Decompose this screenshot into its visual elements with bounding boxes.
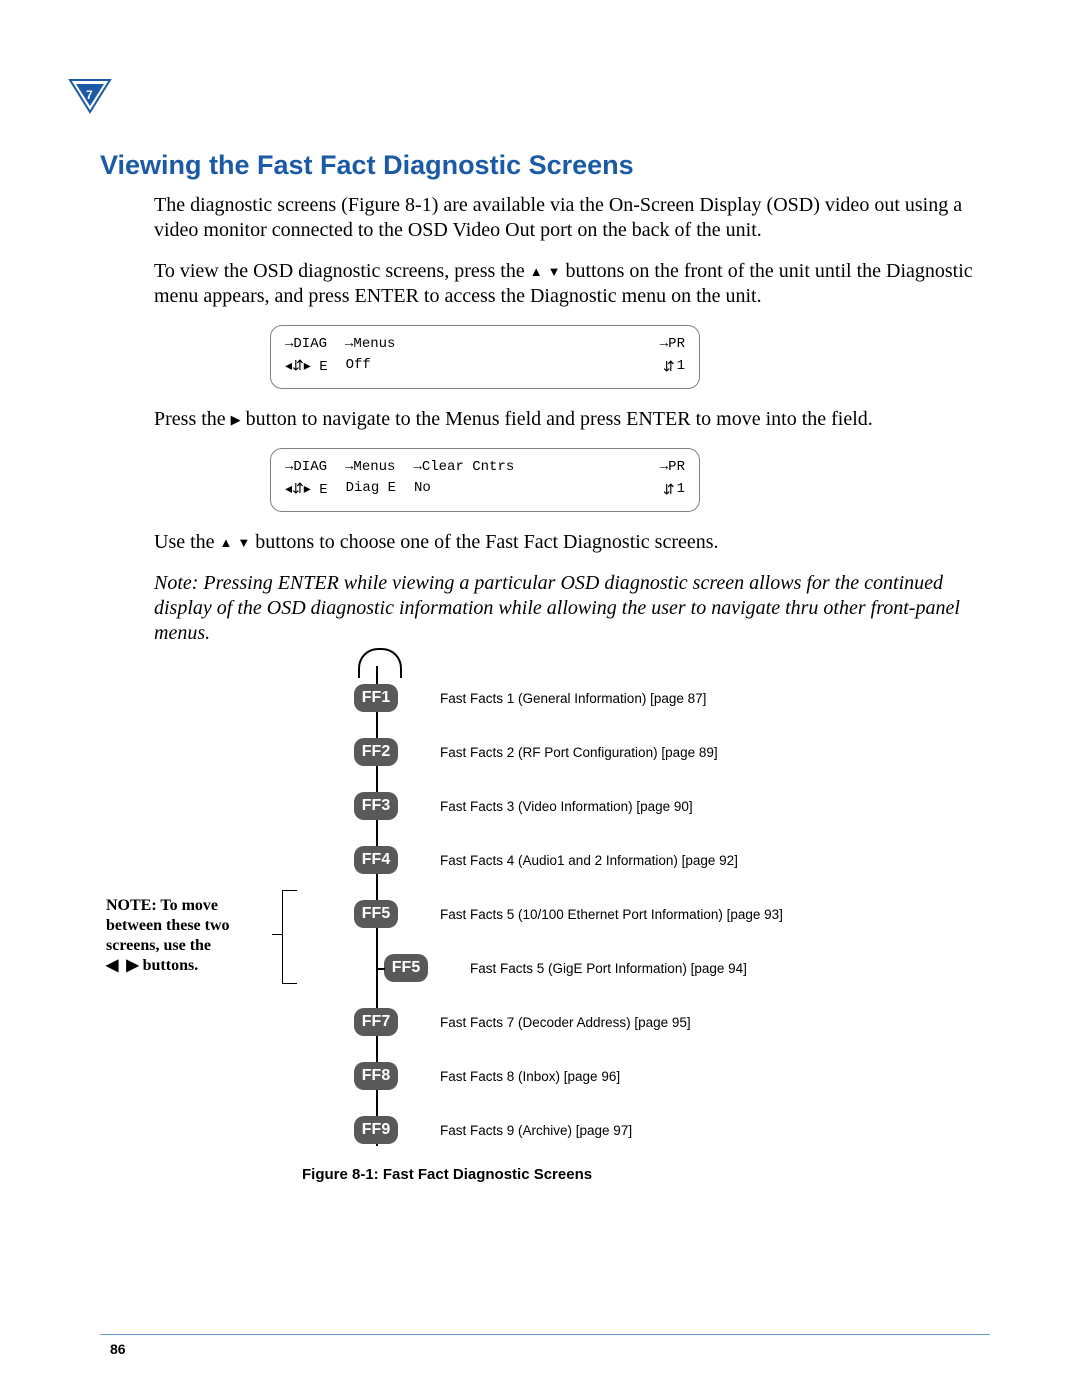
ff-label-0: Fast Facts 1 (General Information) [page…	[440, 691, 706, 706]
lcd1-r2-c2: Off	[346, 355, 371, 378]
figure-8-1: NOTE: To move between these two screens,…	[154, 666, 990, 1186]
lcd2-r1-c2: →Menus	[345, 457, 395, 478]
ff-label-4: Fast Facts 5 (10/100 Ethernet Port Infor…	[440, 907, 783, 922]
chapter-number: 7	[86, 88, 93, 102]
spine-cap	[358, 648, 402, 678]
lcd2-r2-c2: Diag E	[346, 478, 396, 501]
leftright-icon: ◂⇵▸	[285, 480, 311, 496]
right-icon: ▶	[231, 412, 241, 427]
side-note: NOTE: To move between these two screens,…	[106, 896, 276, 976]
lcd2-r1-right: →PR	[660, 457, 685, 478]
footer-rule	[100, 1334, 990, 1335]
ff-node-2: FF3	[354, 792, 398, 820]
lcd2-r1-c1: →DIAG	[285, 457, 327, 478]
updown-icon: ⇵	[663, 479, 675, 500]
ff-label-1: Fast Facts 2 (RF Port Configuration) [pa…	[440, 745, 718, 760]
ff-node-6: FF7	[354, 1008, 398, 1036]
ff-node-7: FF8	[354, 1062, 398, 1090]
ff-label-5: Fast Facts 5 (GigE Port Information) [pa…	[470, 961, 747, 976]
ff-label-2: Fast Facts 3 (Video Information) [page 9…	[440, 799, 693, 814]
updown-icon: ⇵	[663, 356, 675, 377]
down-icon: ▼	[237, 535, 250, 550]
paragraph-2: To view the OSD diagnostic screens, pres…	[154, 259, 990, 309]
lcd2-r2-c3: No	[414, 478, 431, 501]
ff-node-4: FF5	[354, 900, 398, 928]
ff-label-8: Fast Facts 9 (Archive) [page 97]	[440, 1123, 632, 1138]
right-icon: ▶	[126, 957, 138, 974]
down-icon: ▼	[548, 264, 561, 279]
paragraph-3: Press the ▶ button to navigate to the Me…	[154, 407, 990, 432]
bracket	[282, 890, 297, 984]
left-icon: ◀	[106, 957, 118, 974]
figure-caption: Figure 8-1: Fast Fact Diagnostic Screens	[302, 1166, 592, 1183]
ff-node-8: FF9	[354, 1116, 398, 1144]
ff-node-3: FF4	[354, 846, 398, 874]
paragraph-1: The diagnostic screens (Figure 8-1) are …	[154, 193, 990, 243]
lcd-display-1: →DIAG →Menus →PR ◂⇵▸ E Off ⇵1	[270, 325, 700, 389]
ff-label-7: Fast Facts 8 (Inbox) [page 96]	[440, 1069, 620, 1084]
up-icon: ▲	[220, 535, 233, 550]
bracket-tick	[272, 934, 282, 935]
lcd-display-2: →DIAG →Menus →Clear Cntrs →PR ◂⇵▸ E Diag…	[270, 448, 700, 512]
note-paragraph: Note: Pressing ENTER while viewing a par…	[154, 571, 990, 646]
ff-node-5: FF5	[384, 954, 428, 982]
up-icon: ▲	[530, 264, 543, 279]
ff-label-3: Fast Facts 4 (Audio1 and 2 Information) …	[440, 853, 738, 868]
page-number: 86	[110, 1341, 126, 1357]
branch-5	[377, 968, 385, 970]
lcd1-r1-c1: →DIAG	[285, 334, 327, 355]
lcd1-r1-right: →PR	[660, 334, 685, 355]
lcd1-r1-c2: →Menus	[345, 334, 395, 355]
paragraph-4: Use the ▲ ▼ buttons to choose one of the…	[154, 530, 990, 555]
ff-node-1: FF2	[354, 738, 398, 766]
section-title: Viewing the Fast Fact Diagnostic Screens	[100, 150, 990, 181]
leftright-icon: ◂⇵▸	[285, 357, 311, 373]
ff-label-6: Fast Facts 7 (Decoder Address) [page 95]	[440, 1015, 691, 1030]
lcd2-r1-c3: →Clear Cntrs	[413, 457, 514, 478]
ff-node-0: FF1	[354, 684, 398, 712]
